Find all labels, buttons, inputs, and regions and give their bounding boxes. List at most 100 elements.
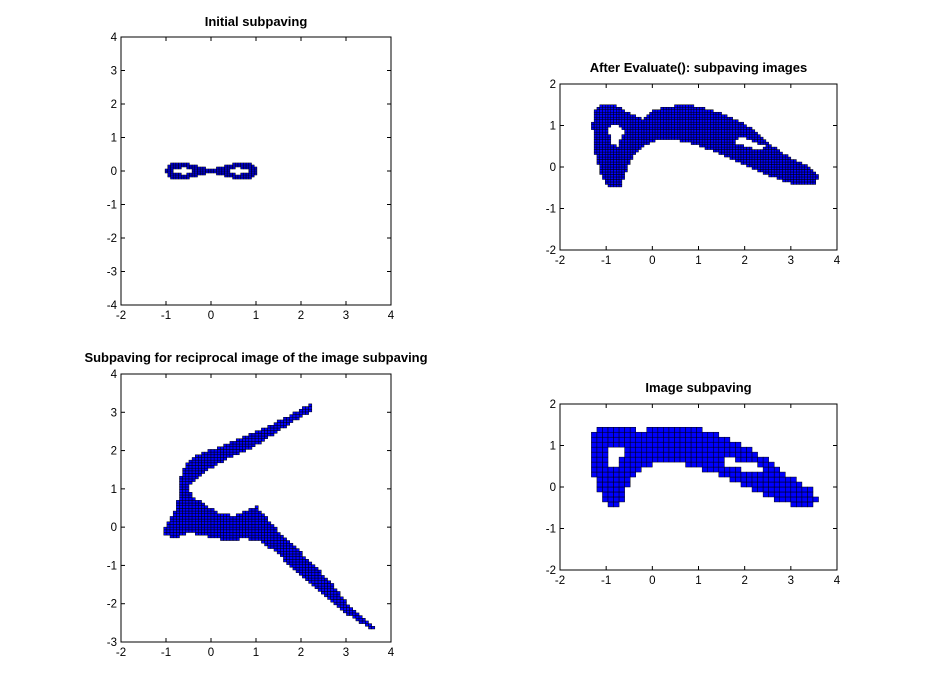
subpaving-box <box>665 121 670 125</box>
subpaving-box <box>226 518 231 523</box>
subpaving-box <box>696 134 700 138</box>
subpaving-box <box>688 111 692 115</box>
subpaving-box <box>724 129 728 133</box>
subpaving-box <box>245 534 250 539</box>
subpaving-box <box>663 451 670 458</box>
subpaving-box <box>743 161 747 165</box>
subpaving-box <box>652 116 656 120</box>
subpaving-box <box>254 430 259 434</box>
subpaving-box <box>621 109 625 113</box>
subpaving-box <box>273 537 278 541</box>
subpaving-box <box>179 486 183 490</box>
subpaving-box <box>267 532 272 536</box>
subpaving-box <box>176 510 180 514</box>
subpaving-box <box>286 545 291 549</box>
subpaving-box <box>729 149 733 153</box>
subpaving-box <box>176 529 180 533</box>
subpaving-box <box>773 476 781 483</box>
subpaving-box <box>613 481 620 488</box>
subpaving-box <box>179 500 183 504</box>
subpaving-box <box>610 176 614 180</box>
subpaving-box <box>729 139 733 143</box>
subpaving-box <box>815 176 819 180</box>
subpaving-box <box>321 588 325 592</box>
chart-title: After Evaluate(): subpaving images <box>590 60 807 75</box>
subpaving-box <box>616 111 620 115</box>
subpaving-box <box>757 166 761 170</box>
subpaving-box <box>593 126 598 130</box>
subpaving-boxes <box>591 104 819 188</box>
subpaving-box <box>735 121 739 125</box>
subpaving-box <box>258 435 262 439</box>
subpaving-box <box>771 174 775 178</box>
subpaving-box <box>292 567 297 571</box>
subpaving-box <box>740 144 744 148</box>
subpaving-box <box>286 553 291 557</box>
subpaving-box <box>251 532 256 536</box>
subpaving-box <box>283 553 287 557</box>
subpaving-box <box>221 168 225 172</box>
subpaving-box <box>613 146 617 150</box>
subpaving-box <box>289 556 294 560</box>
subpaving-box <box>198 529 202 533</box>
subpaving-box <box>204 465 209 469</box>
subpaving-box <box>618 159 623 163</box>
subpaving-box <box>771 146 775 150</box>
subpaving-box <box>166 524 171 528</box>
subpaving-box <box>718 471 725 478</box>
subpaving-box <box>314 572 319 576</box>
subpaving-box <box>776 166 780 170</box>
subpaving-box <box>188 475 193 480</box>
subpaving-box <box>223 537 228 541</box>
subpaving-box <box>624 161 628 165</box>
subpaving-box <box>652 139 656 143</box>
subpaving-box <box>254 433 259 437</box>
subpaving-box <box>632 149 636 153</box>
y-tick-label: 2 <box>550 79 556 91</box>
subpaving-box <box>242 449 246 453</box>
subpaving-box <box>668 116 672 120</box>
subpaving-box <box>216 168 220 172</box>
subpaving-box <box>602 466 609 473</box>
subpaving-box <box>210 170 214 174</box>
subpaving-box <box>248 170 252 174</box>
subpaving-box <box>760 159 764 163</box>
subpaving-box <box>308 572 313 576</box>
subpaving-box <box>339 596 344 600</box>
subpaving-box <box>690 114 695 118</box>
subpaving-box <box>743 149 747 153</box>
subpaving-box <box>292 411 297 415</box>
subpaving-box <box>610 156 614 160</box>
subpaving-box <box>757 156 761 160</box>
subpaving-box <box>807 166 811 170</box>
subpaving-box <box>248 438 253 442</box>
subpaving-box <box>298 408 303 413</box>
subpaving-box <box>194 172 198 176</box>
subpaving-box <box>188 524 193 528</box>
subpaving-box <box>624 451 631 458</box>
subpaving-box <box>167 170 171 174</box>
subpaving-box <box>226 524 231 528</box>
subpaving-box <box>248 172 252 176</box>
subpaving-box <box>163 532 168 536</box>
subpaving-box <box>217 529 221 533</box>
subpaving-box <box>776 176 780 180</box>
subpaving-box <box>199 166 204 170</box>
subpaving-box <box>801 486 808 493</box>
subpaving-box <box>195 518 199 523</box>
subpaving-box <box>652 446 659 453</box>
subpaving-box <box>765 141 769 145</box>
subpaving-box <box>197 168 201 172</box>
subpaving-box <box>226 529 231 533</box>
subpaving-box <box>746 156 750 160</box>
subpaving-box <box>773 151 778 155</box>
subpaving-box <box>787 171 792 175</box>
subpaving-box <box>749 129 753 133</box>
subpaving-box <box>699 144 703 148</box>
subpaving-box <box>668 426 675 433</box>
subpaving-box <box>182 492 187 496</box>
subpaving-box <box>201 518 205 523</box>
subpaving-box <box>226 168 231 172</box>
subpaving-box <box>235 441 240 445</box>
subpaving-box <box>276 548 281 552</box>
